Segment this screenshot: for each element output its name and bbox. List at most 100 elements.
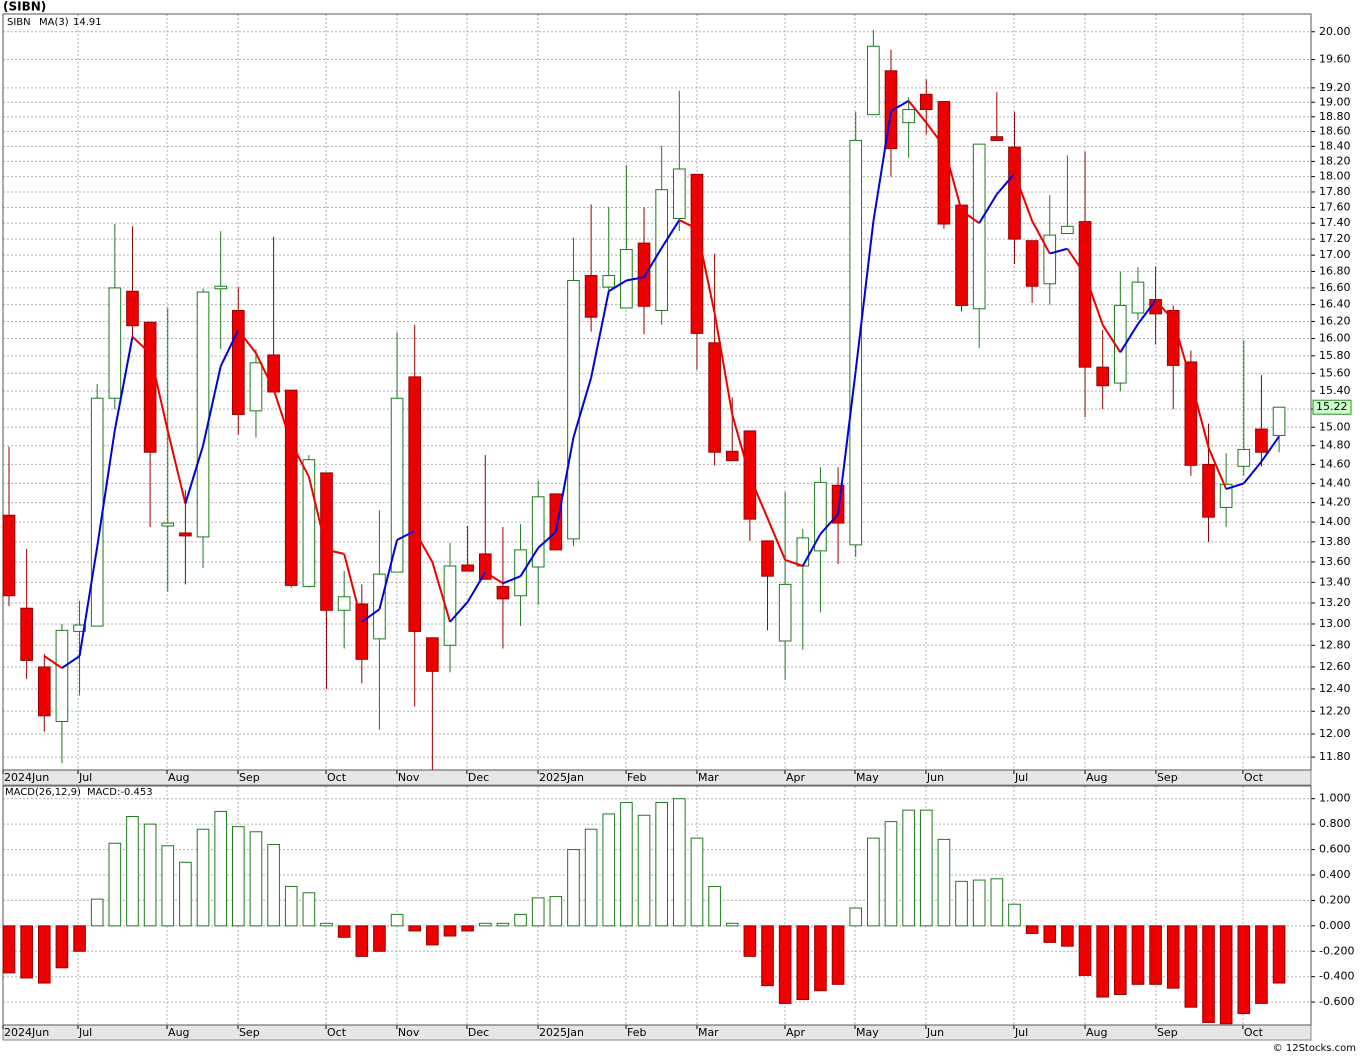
ma-line-segment (166, 430, 187, 504)
candle-body (179, 532, 192, 537)
x-tick-label: Jun (926, 1026, 944, 1039)
candle-body (549, 493, 563, 551)
x-tick-label: Feb (627, 771, 646, 784)
ma-line-segment (326, 548, 345, 555)
candle-body (690, 173, 704, 334)
macd-bar (990, 878, 1004, 927)
x-tick-label: May (856, 771, 879, 784)
ma-line-segment (1137, 299, 1157, 325)
y-tick-label: 17.80 (1319, 185, 1351, 198)
ma-line-segment (1031, 220, 1051, 255)
macd-bar (849, 907, 863, 927)
ma-line-segment (96, 429, 116, 548)
macd-bar (20, 925, 33, 979)
candle-body (1061, 225, 1074, 235)
y-tick-label: 13.00 (1319, 617, 1351, 630)
macd-bar (179, 861, 192, 927)
candle-body (196, 291, 210, 538)
macd-bar (1149, 925, 1162, 985)
candle-body (20, 607, 33, 661)
macd-bar (743, 925, 757, 957)
macd-bar (1184, 925, 1198, 1008)
ma-line-segment (519, 547, 540, 577)
ma-line-segment (131, 336, 151, 354)
y-tick-label: 15.00 (1319, 420, 1351, 433)
y-tick-label: 20.00 (1319, 25, 1351, 38)
macd-bar (1272, 925, 1286, 984)
candle-body (1237, 448, 1251, 467)
candle-body (496, 585, 510, 600)
candle-body (1184, 361, 1198, 466)
macd-bar (496, 922, 510, 927)
plot-area (3, 14, 1311, 770)
y-tick-label: 15.60 (1319, 366, 1351, 379)
x-tick-label: Jul (1014, 771, 1028, 784)
x-tick-label: Mar (698, 1026, 719, 1039)
candle-body (2, 514, 16, 597)
macd-bar (231, 826, 245, 927)
y-tick-label: 19.60 (1319, 53, 1351, 66)
candle-body (1272, 406, 1286, 437)
y-tick-label: 15.80 (1319, 349, 1351, 362)
x-axis-band (2, 769, 1312, 786)
macd-bar (55, 925, 69, 969)
y-tick-label: -0.600 (1319, 995, 1354, 1008)
x-tick-label: Jul (78, 771, 92, 784)
macd-bar (390, 913, 404, 927)
y-tick-label: 14.40 (1319, 476, 1351, 489)
candle-body (514, 549, 527, 597)
plot-frame (2, 13, 1312, 771)
macd-bar (1255, 925, 1268, 1004)
y-tick-label: 1.000 (1319, 792, 1351, 805)
ma-line-segment (1119, 323, 1139, 353)
candle-body (143, 321, 157, 453)
x-tick-label: Oct (327, 1026, 347, 1039)
ma-line-segment (872, 110, 892, 222)
ma-line-segment (1154, 299, 1174, 321)
macd-bar (408, 925, 422, 932)
y-tick-label: 11.80 (1319, 750, 1351, 763)
macd-bar (549, 896, 563, 927)
candle-body (937, 101, 951, 225)
x-tick-label: 2024Jun (4, 771, 49, 784)
ma-line-segment (626, 276, 645, 282)
ma-line-segment (784, 558, 804, 567)
ma-line-segment (290, 442, 310, 478)
candle-body (231, 309, 245, 415)
x-axis-band (2, 1024, 1312, 1041)
ma-line-segment (272, 388, 293, 444)
y-tick-label: 14.60 (1319, 457, 1351, 470)
y-tick-label: 12.40 (1319, 682, 1351, 695)
indicator-value: MACD:-0.453 (87, 787, 153, 798)
y-tick-label: 16.20 (1319, 314, 1351, 327)
y-tick-label: 0.200 (1319, 893, 1351, 906)
ma-line-segment (660, 219, 681, 249)
macd-bar (126, 816, 139, 927)
ma-line-segment (1172, 319, 1192, 381)
last-price-label: 15.22 (1316, 400, 1348, 413)
macd-bar (1166, 925, 1180, 989)
candle-body (796, 537, 810, 567)
legend-series-value: 14.91 (73, 17, 102, 28)
ma-line-segment (590, 291, 610, 378)
ma-line-segment (695, 228, 716, 314)
ma-line-segment (61, 655, 81, 669)
y-tick-label: 18.20 (1319, 154, 1351, 167)
macd-bar (302, 892, 316, 927)
candle-body (1131, 281, 1145, 314)
plot-frame (2, 785, 1312, 1026)
macd-bar (814, 925, 827, 992)
macd-bar (672, 798, 686, 927)
y-tick-label: 17.20 (1319, 232, 1351, 245)
macd-bar (972, 879, 986, 927)
candle-body (1219, 483, 1233, 508)
ma-line-segment (219, 329, 240, 367)
x-tick-label: Sep (1157, 771, 1178, 784)
y-tick-label: -0.200 (1319, 944, 1354, 957)
macd-bar (73, 925, 86, 952)
ma-line-segment (413, 530, 434, 563)
candle-body (1096, 366, 1109, 387)
ma-line-segment (343, 553, 363, 623)
ma-line-segment (554, 437, 575, 533)
macd-bar (373, 925, 386, 952)
